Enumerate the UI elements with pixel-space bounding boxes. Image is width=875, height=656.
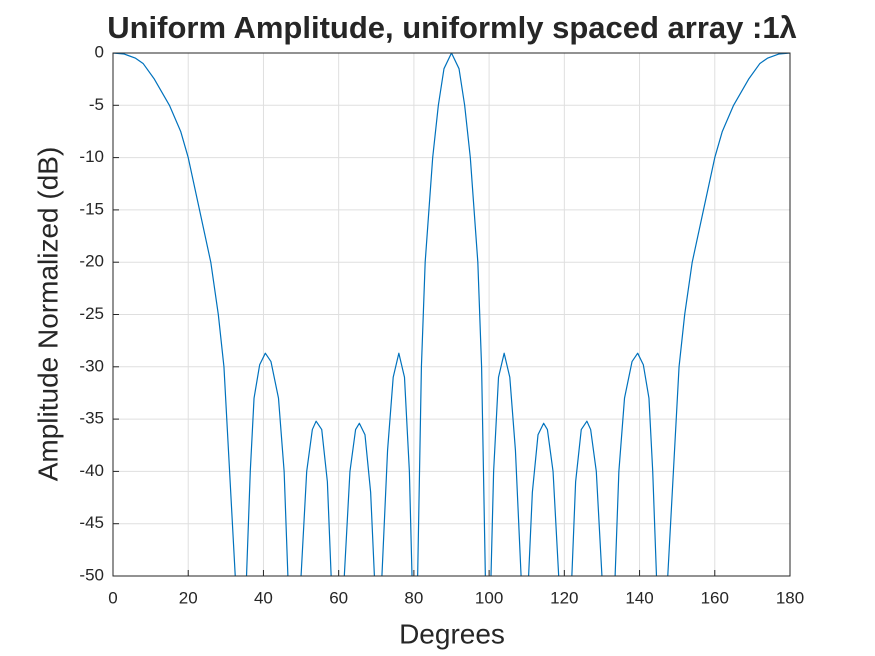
x-tick-label: 180	[776, 588, 804, 607]
y-tick-label: 0	[95, 42, 104, 61]
x-tick-label: 0	[108, 588, 117, 607]
y-axis-label: Amplitude Normalized (dB)	[32, 147, 63, 482]
y-tick-label: -5	[89, 95, 104, 114]
y-tick-label: -15	[79, 199, 104, 218]
x-tick-label: 160	[701, 588, 729, 607]
y-tick-label: -20	[79, 252, 104, 271]
y-tick-label: -25	[79, 304, 104, 323]
chart-title: Uniform Amplitude, uniformly spaced arra…	[107, 10, 797, 45]
plot-area	[113, 53, 790, 576]
y-tick-label: -10	[79, 147, 104, 166]
x-tick-label: 80	[404, 588, 423, 607]
x-tick-label: 120	[550, 588, 578, 607]
y-tick-label: -30	[79, 356, 104, 375]
ticks: 0 20 40 60 80 100 120 140 160 180-50-45-40-35-30-…	[79, 42, 804, 607]
x-tick-label: 60	[329, 588, 348, 607]
x-tick-label: 100	[475, 588, 503, 607]
y-tick-label: -35	[79, 409, 104, 428]
y-tick-label: -40	[79, 461, 104, 480]
x-tick-label: 40	[254, 588, 273, 607]
x-tick-label: 20	[179, 588, 198, 607]
y-tick-label: -45	[79, 513, 104, 532]
x-axis-label: Degrees	[399, 618, 505, 649]
x-tick-label: 140	[625, 588, 653, 607]
data-line	[113, 53, 790, 576]
y-tick-label: -50	[79, 565, 104, 584]
